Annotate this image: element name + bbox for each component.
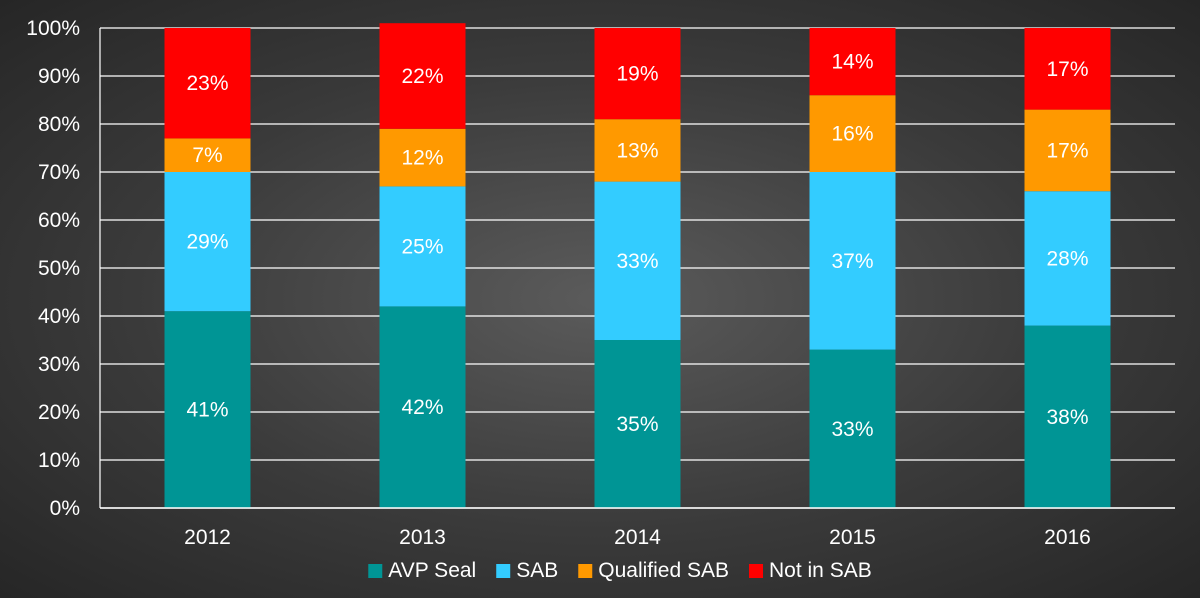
x-tick-label: 2013: [399, 526, 446, 549]
legend-swatch: [749, 564, 764, 578]
bar-segment: [809, 172, 896, 350]
x-tick-label: 2016: [1044, 526, 1091, 549]
data-label: 14%: [831, 51, 873, 74]
y-tick-label: 90%: [38, 65, 80, 88]
bar-segment: [379, 128, 466, 187]
data-label: 41%: [186, 399, 228, 422]
legend-item: AVP Seal: [368, 559, 476, 582]
legend-label: AVP Seal: [388, 559, 476, 582]
legend-item: SAB: [496, 559, 558, 582]
data-label: 38%: [1046, 406, 1088, 429]
x-axis: 2012 2013 2014 2015 2016: [100, 507, 1175, 549]
bar-segment: [164, 172, 251, 312]
legend: AVP Seal SAB Qualified SAB Not in SAB: [368, 559, 872, 582]
bar-segment: [809, 349, 896, 508]
bar-segment: [164, 138, 251, 172]
bar-segment: [809, 95, 896, 172]
data-label: 33%: [616, 250, 658, 273]
bar-segment: [164, 28, 251, 139]
legend-swatch: [578, 564, 593, 578]
y-tick-label: 10%: [38, 449, 80, 472]
data-label: 17%: [1046, 58, 1088, 81]
bar-segment: [379, 186, 466, 307]
data-label: 28%: [1046, 247, 1088, 270]
y-tick-label: 100%: [26, 17, 80, 40]
data-label: 23%: [186, 72, 228, 95]
legend-item: Qualified SAB: [578, 559, 729, 582]
y-tick-label: 80%: [38, 113, 80, 136]
legend-label: Qualified SAB: [598, 559, 729, 582]
bar-segment: [594, 28, 681, 120]
legend-item: Not in SAB: [749, 559, 872, 582]
bar-segment: [1024, 325, 1111, 508]
y-tick-label: 50%: [38, 257, 80, 280]
y-tick-label: 40%: [38, 305, 80, 328]
bar-segment: [1024, 191, 1111, 326]
x-tick-label: 2014: [614, 526, 661, 549]
x-tick-label: 2012: [184, 526, 231, 549]
legend-label: SAB: [516, 559, 558, 582]
data-label: 17%: [1046, 139, 1088, 162]
bar-segment: [1024, 28, 1111, 110]
data-label: 42%: [401, 396, 443, 419]
data-label: 16%: [831, 123, 873, 146]
legend-label: Not in SAB: [769, 559, 872, 582]
data-label: 19%: [616, 63, 658, 86]
bar-segment: [809, 28, 896, 96]
data-label: 33%: [831, 418, 873, 441]
bar-segment: [379, 306, 466, 508]
x-tick-label: 2015: [829, 526, 876, 549]
data-label: 12%: [401, 147, 443, 170]
data-label: 25%: [401, 235, 443, 258]
legend-swatch: [496, 564, 511, 578]
y-tick-label: 60%: [38, 209, 80, 232]
y-tick-label: 20%: [38, 401, 80, 424]
y-tick-label: 0%: [50, 497, 80, 520]
data-label: 7%: [192, 144, 222, 167]
bar-segment: [164, 311, 251, 508]
bar-segment: [379, 23, 466, 129]
data-label: 29%: [186, 231, 228, 254]
bar-segment: [1024, 109, 1111, 192]
y-axis: 0% 10% 20% 30% 40% 50% 60% 70% 80% 90% 100%: [26, 17, 101, 520]
data-label: 13%: [616, 139, 658, 162]
legend-swatch: [368, 564, 383, 578]
data-label: 37%: [831, 250, 873, 273]
bar-segment: [594, 181, 681, 340]
bar-segment: [594, 119, 681, 182]
data-label: 22%: [401, 65, 443, 88]
data-label: 35%: [616, 413, 658, 436]
bar-segment: [594, 340, 681, 508]
y-tick-label: 70%: [38, 161, 80, 184]
y-tick-label: 30%: [38, 353, 80, 376]
bars: 41% 29% 7% 23% 42% 25% 12% 22% 35% 33% 13% 19% 33% 37…: [164, 23, 1111, 508]
